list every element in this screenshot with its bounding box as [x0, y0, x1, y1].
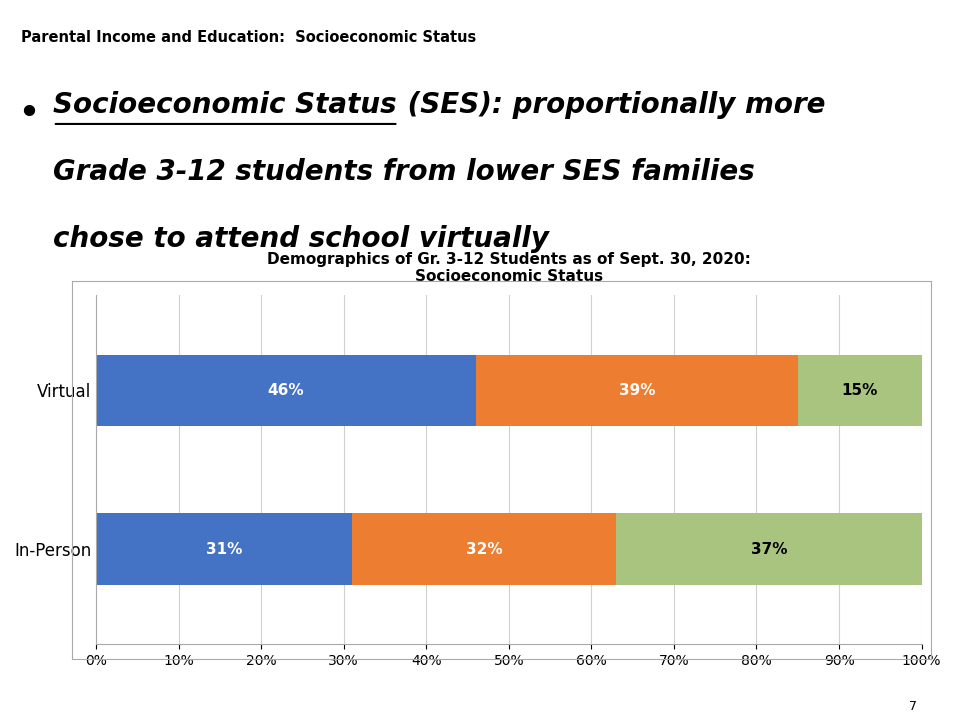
Text: 7: 7	[909, 700, 917, 713]
Text: 31%: 31%	[205, 541, 242, 557]
Bar	[96, 355, 476, 426]
Text: Socioeconomic Status: Socioeconomic Status	[53, 91, 396, 119]
Text: Parental Income and Education:  Socioeconomic Status: Parental Income and Education: Socioecon…	[21, 30, 476, 45]
Bar	[476, 355, 798, 426]
Title: Demographics of Gr. 3-12 Students as of Sept. 30, 2020:
Socioeconomic Status: Demographics of Gr. 3-12 Students as of …	[267, 252, 751, 284]
Text: (SES): proportionally more: (SES): proportionally more	[398, 91, 826, 119]
Bar	[616, 513, 922, 585]
Text: 46%: 46%	[268, 383, 304, 398]
Bar	[352, 513, 616, 585]
Legend: Low, Average, High: Low, Average, High	[375, 717, 642, 720]
Text: 15%: 15%	[842, 383, 877, 398]
Text: 39%: 39%	[618, 383, 655, 398]
Bar	[798, 355, 922, 426]
Text: Grade 3-12 students from lower SES families: Grade 3-12 students from lower SES famil…	[53, 158, 755, 186]
Text: 32%: 32%	[466, 541, 502, 557]
Text: •: •	[17, 95, 40, 133]
Text: chose to attend school virtually: chose to attend school virtually	[53, 225, 549, 253]
Bar	[96, 513, 352, 585]
Text: 37%: 37%	[751, 541, 787, 557]
